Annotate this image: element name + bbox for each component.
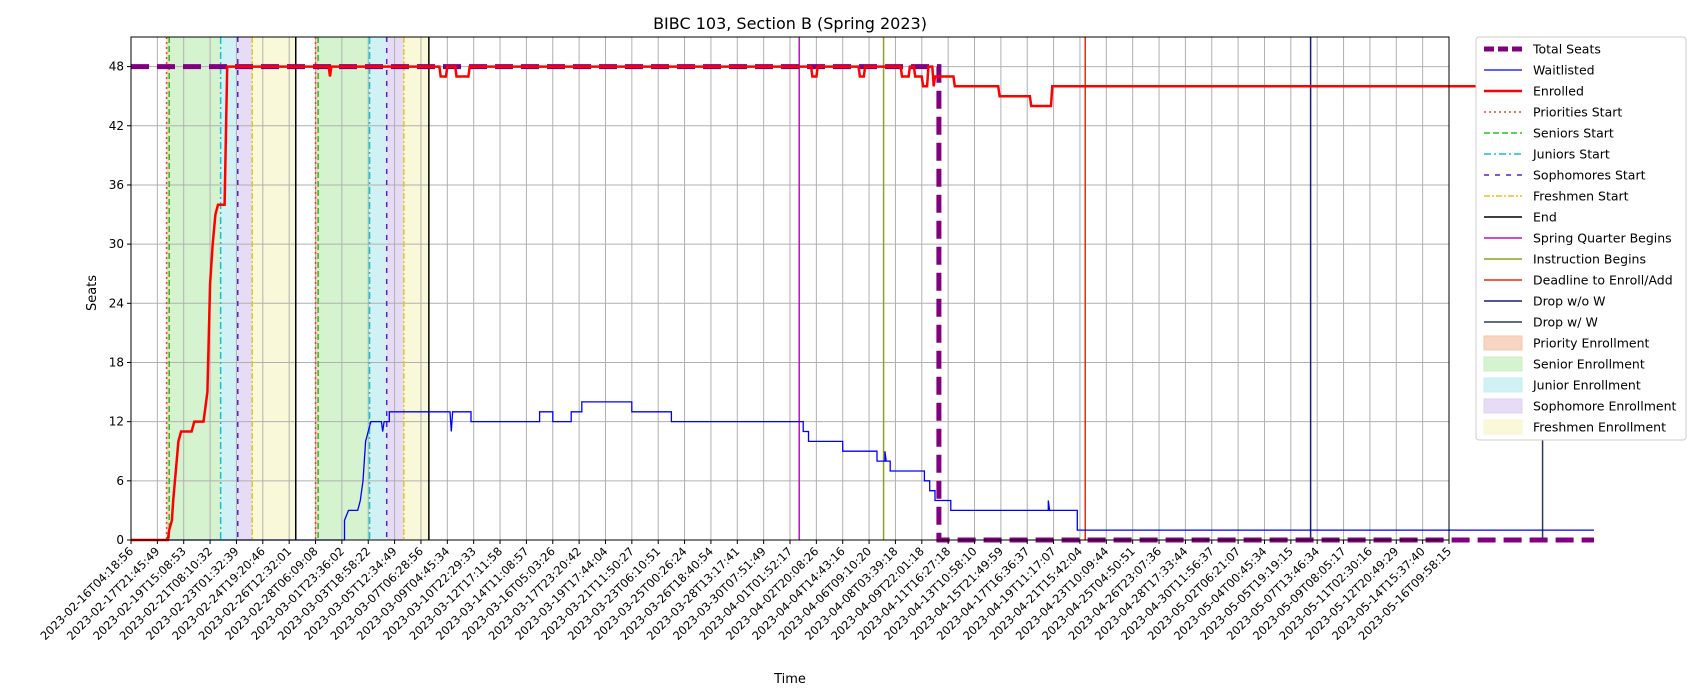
chart-title: BIBC 103, Section B (Spring 2023)	[653, 14, 927, 33]
y-tick-label: 12	[109, 415, 124, 429]
legend-label-senior-enrollment: Senior Enrollment	[1533, 357, 1645, 372]
legend-label-sophomores-start: Sophomores Start	[1533, 168, 1646, 183]
legend-swatch-sophomore-enrollment	[1483, 398, 1523, 414]
y-tick-label: 42	[109, 119, 124, 133]
legend: Total Seats Waitlisted Enrolled Priorities …	[1475, 36, 1687, 441]
y-tick-label: 6	[116, 474, 124, 488]
y-tick-label: 36	[109, 178, 124, 192]
series-waitlisted	[131, 401, 1594, 541]
legend-label-drop-w-o-w: Drop w/o W	[1533, 294, 1605, 309]
legend-label-enrolled: Enrolled	[1533, 84, 1584, 99]
region-senior-enrollment	[318, 37, 370, 540]
x-axis-label: Time	[773, 672, 806, 687]
legend-box	[1475, 36, 1687, 441]
legend-label-junior-enrollment: Junior Enrollment	[1532, 378, 1641, 393]
region-sophomore-enrollment	[386, 37, 404, 540]
region-freshmen-enrollment	[403, 37, 429, 540]
legend-swatch-priority-enrollment	[1483, 335, 1523, 351]
series-enrolled	[131, 65, 1594, 542]
legend-label-priority-enrollment: Priority Enrollment	[1533, 336, 1650, 351]
y-tick-label: 30	[109, 237, 124, 251]
legend-label-juniors-start: Juniors Start	[1532, 147, 1610, 162]
legend-label-spring-quarter-begins: Spring Quarter Begins	[1533, 231, 1672, 246]
y-axis-label: Seats	[85, 275, 100, 311]
legend-label-waitlisted: Waitlisted	[1533, 63, 1595, 78]
legend-label-seniors-start: Seniors Start	[1533, 126, 1614, 141]
legend-label-deadline-to-enroll-add: Deadline to Enroll/Add	[1533, 273, 1673, 288]
region-priority-enrollment	[315, 37, 319, 540]
y-tick-label: 0	[116, 533, 124, 547]
data-series	[131, 64, 1594, 543]
legend-label-total-seats: Total Seats	[1532, 42, 1601, 57]
y-tick-label: 18	[109, 355, 124, 369]
y-tick-label: 48	[109, 60, 124, 74]
legend-label-freshmen-enrollment: Freshmen Enrollment	[1533, 420, 1666, 435]
y-axis: 0 6 12 18 24 30 36 42 48	[109, 60, 131, 547]
region-junior-enrollment	[220, 37, 238, 540]
legend-swatch-senior-enrollment	[1483, 356, 1523, 372]
region-freshmen-enrollment	[252, 37, 296, 540]
legend-label-freshmen-start: Freshmen Start	[1533, 189, 1629, 204]
legend-label-drop-w-w: Drop w/ W	[1533, 315, 1598, 330]
region-sophomore-enrollment	[237, 37, 253, 540]
legend-swatch-junior-enrollment	[1483, 377, 1523, 393]
region-priority-enrollment	[166, 37, 170, 540]
region-junior-enrollment	[369, 37, 387, 540]
legend-label-end: End	[1533, 210, 1557, 225]
legend-label-instruction-begins: Instruction Begins	[1533, 252, 1646, 267]
legend-label-sophomore-enrollment: Sophomore Enrollment	[1533, 399, 1677, 414]
legend-label-priorities-start: Priorities Start	[1533, 105, 1622, 120]
legend-swatch-freshmen-enrollment	[1483, 419, 1523, 435]
y-tick-label: 24	[109, 296, 124, 310]
